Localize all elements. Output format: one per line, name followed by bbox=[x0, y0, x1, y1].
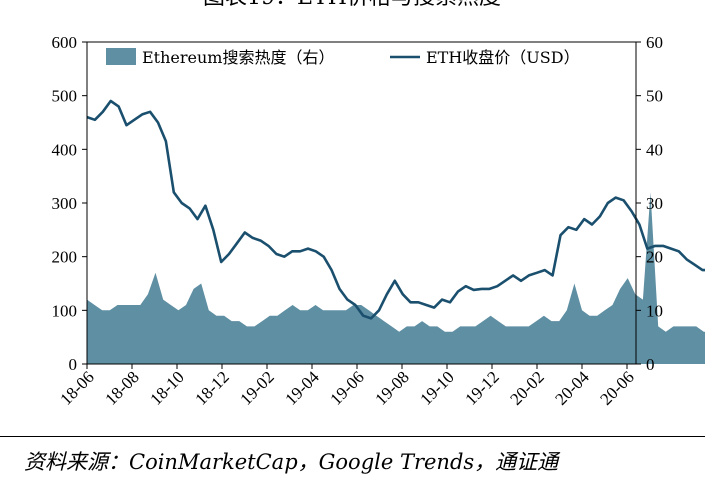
eth-price-line bbox=[86, 99, 705, 320]
x-tick-label: 18-06 bbox=[56, 367, 97, 408]
x-tick-label: 19-06 bbox=[326, 367, 367, 408]
y-right-tick-label: 50 bbox=[646, 87, 663, 106]
legend-swatch-area bbox=[106, 48, 136, 65]
y-left-tick-label: 0 bbox=[69, 355, 78, 374]
y-left-tick-label: 400 bbox=[52, 140, 78, 159]
x-tick-label: 18-12 bbox=[191, 367, 232, 408]
y-right-tick-label: 30 bbox=[646, 194, 663, 213]
chart-canvas: 图表19：ETH价格与搜索热度 0 100 200 300 400 500 600 0 10 20… bbox=[52, 0, 705, 409]
y-left-tick-label: 100 bbox=[52, 301, 78, 320]
y-right-tick-label: 60 bbox=[646, 33, 663, 52]
legend-label-area: Ethereum搜索热度（右） bbox=[142, 48, 334, 67]
y-right-tick-label: 40 bbox=[646, 140, 663, 159]
y-right-tick-label: 0 bbox=[646, 355, 655, 374]
y-right-tick-label: 20 bbox=[646, 248, 663, 267]
x-tick-label: 18-10 bbox=[146, 367, 187, 408]
x-tick-label: 18-08 bbox=[101, 367, 142, 408]
legend-label-line: ETH收盘价（USD） bbox=[426, 48, 580, 67]
x-tick-label: 19-12 bbox=[461, 367, 502, 408]
y-left-tick-label: 500 bbox=[52, 87, 78, 106]
x-tick-label: 19-08 bbox=[371, 367, 412, 408]
search-heat-area bbox=[87, 192, 705, 364]
x-tick-label: 20-02 bbox=[506, 367, 547, 408]
x-tick-label: 20-04 bbox=[551, 367, 593, 409]
plot-area bbox=[86, 99, 705, 364]
source-note: 资料来源：CoinMarketCap，Google Trends，通证通 bbox=[24, 450, 559, 474]
chart-title: 图表19：ETH价格与搜索热度 bbox=[203, 0, 501, 10]
y-left-tick-label: 600 bbox=[52, 33, 78, 52]
legend: Ethereum搜索热度（右） ETH收盘价（USD） bbox=[106, 48, 580, 67]
y-right-tick-label: 10 bbox=[646, 301, 663, 320]
y-left-tick-label: 200 bbox=[52, 248, 78, 267]
x-tick-label: 19-10 bbox=[416, 367, 457, 408]
x-tick-label: 19-02 bbox=[236, 367, 277, 408]
divider bbox=[0, 436, 705, 437]
x-tick-label: 20-06 bbox=[596, 367, 637, 408]
x-tick-label: 19-04 bbox=[281, 367, 323, 409]
y-left-tick-label: 300 bbox=[52, 194, 78, 213]
